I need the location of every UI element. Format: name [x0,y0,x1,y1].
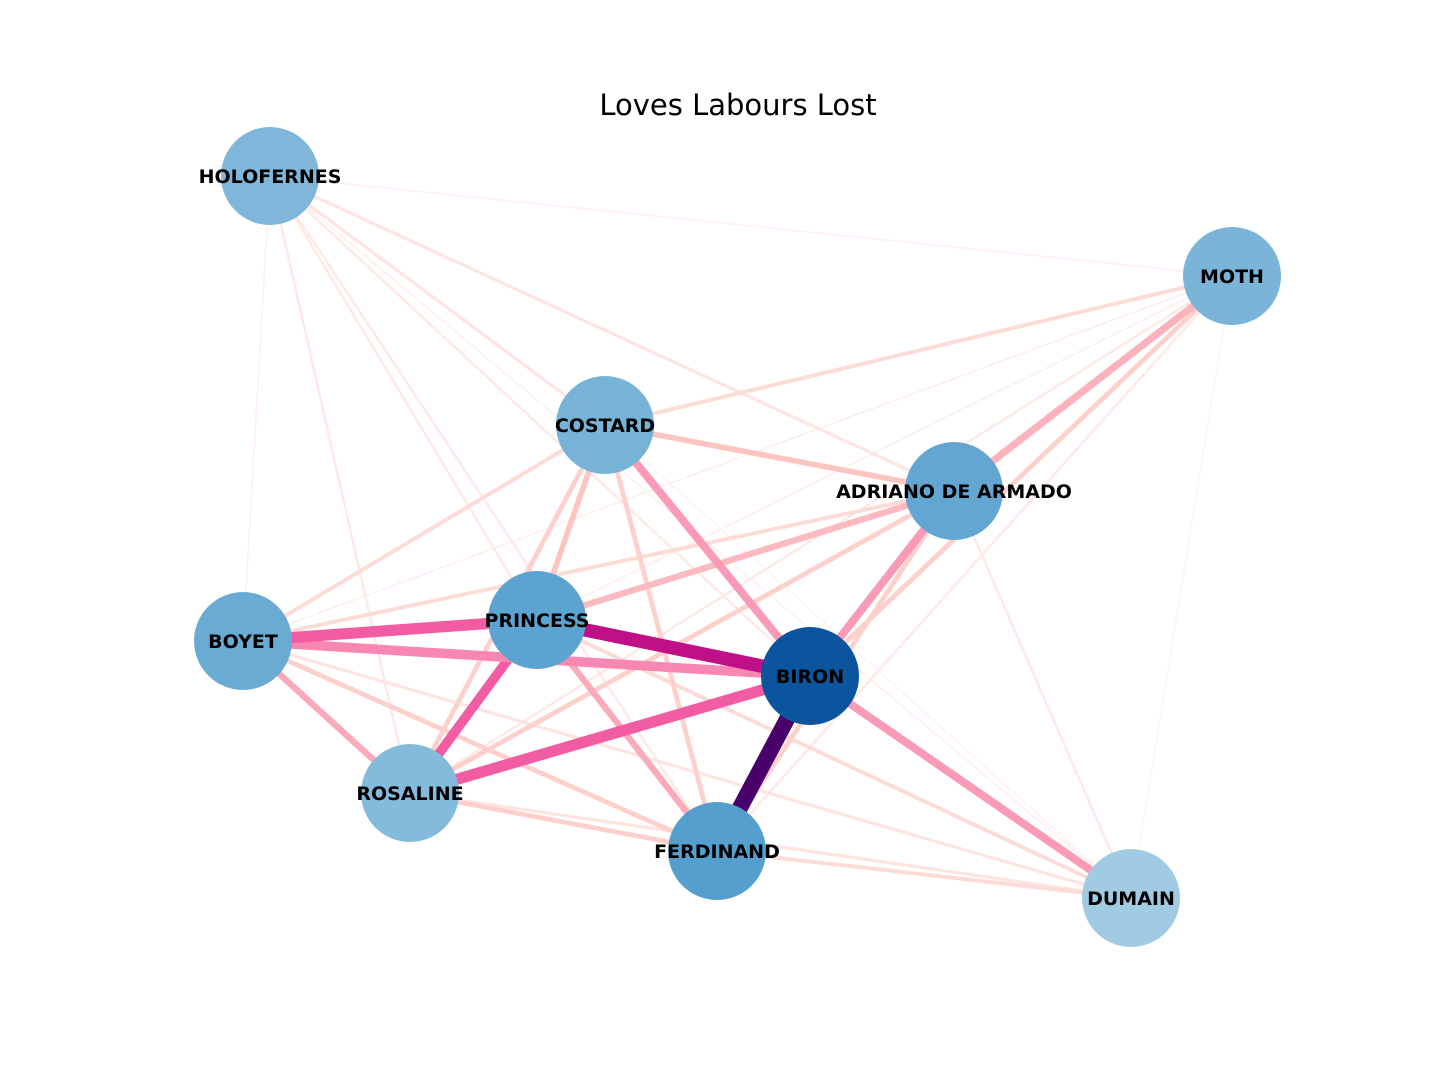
diagram-title: Loves Labours Lost [599,88,876,122]
nodes-layer [194,127,1281,947]
edge-rosaline-biron [408,670,812,799]
edge-princess-adriano [536,487,955,624]
edge-holofernes-costard [269,174,606,427]
node-adriano [905,442,1003,540]
edge-holofernes-biron [269,175,811,677]
edge-boyet-adriano [242,489,955,643]
edge-adriano-moth [951,273,1235,494]
edge-holofernes-rosaline [268,175,412,794]
node-biron [761,627,859,725]
edge-holofernes-moth [269,175,1233,277]
node-moth [1183,227,1281,325]
labels-layer: HOLOFERNES MOTH COSTARD ADRIANO DE ARMADO BO… [199,166,1264,910]
edge-rosaline-ferdinand [409,790,718,854]
edge-holofernes-boyet [242,175,271,642]
node-boyet [194,592,292,690]
node-label-costard: COSTARD [555,415,655,437]
node-label-princess: PRINCESS [485,610,590,632]
node-princess [488,571,586,669]
edge-costard-biron [601,422,814,679]
edge-biron-dumain [807,672,1134,902]
edge-rosaline-dumain [409,791,1132,900]
edge-costard-moth [604,274,1233,427]
edge-moth-biron [808,274,1234,678]
edge-holofernes-adriano [269,174,955,493]
edge-costard-adriano [604,422,955,494]
edge-moth-ferdinand [716,275,1233,852]
edge-moth-boyet [242,275,1233,642]
edge-boyet-costard [241,423,607,643]
edge-costard-dumain [604,424,1132,899]
edge-rosaline-adriano [408,488,956,796]
node-label-moth: MOTH [1200,266,1264,288]
node-label-dumain: DUMAIN [1087,888,1175,910]
edge-boyet-ferdinand [242,638,718,854]
node-label-biron: BIRON [776,666,844,688]
edge-costard-ferdinand [602,424,720,852]
edge-ferdinand-dumain [716,849,1132,900]
node-costard [556,376,654,474]
node-label-holofernes: HOLOFERNES [199,166,342,188]
edge-moth-princess [536,275,1233,621]
edge-adriano-dumain [952,490,1133,899]
edge-boyet-dumain [242,639,1132,900]
node-label-rosaline: ROSALINE [356,783,463,805]
edge-holofernes-ferdinand [268,175,719,852]
node-label-adriano: ADRIANO DE ARMADO [836,481,1072,503]
node-ferdinand [668,802,766,900]
edge-holofernes-princess [268,175,539,621]
node-label-boyet: BOYET [208,631,278,653]
node-dumain [1082,849,1180,947]
node-rosaline [361,744,459,842]
node-label-ferdinand: FERDINAND [654,841,780,863]
edge-moth-dumain [1130,275,1233,899]
node-holofernes [221,127,319,225]
edge-boyet-princess [242,614,538,647]
